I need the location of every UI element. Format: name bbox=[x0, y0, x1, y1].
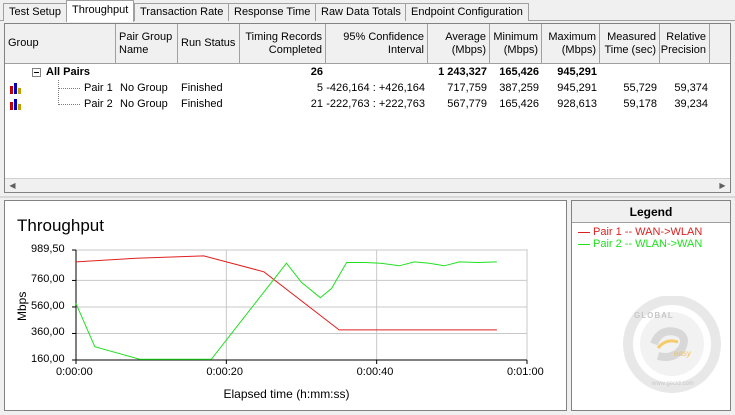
pair-chart-icon bbox=[10, 83, 21, 94]
pair-2-relative-precision: 39,234 bbox=[674, 98, 708, 110]
pair-2-group[interactable]: Pair 2 bbox=[84, 98, 113, 110]
legend-label: Pair 1 -- WAN->WLAN bbox=[593, 226, 703, 238]
y-tick-label: 760,00 bbox=[31, 273, 65, 286]
legend-item-pair-2[interactable]: Pair 2 -- WLAN->WAN bbox=[578, 238, 702, 250]
all-pairs-timing-records: 26 bbox=[310, 66, 323, 78]
tab-bar: Test Setup Throughput Transaction Rate R… bbox=[0, 0, 735, 22]
tree-line bbox=[58, 88, 80, 89]
legend-label: Pair 2 -- WLAN->WAN bbox=[593, 238, 703, 250]
all-pairs-average: 1 243,327 bbox=[438, 66, 487, 78]
series-line-pair-2 bbox=[75, 261, 497, 360]
pair-1-average: 717,759 bbox=[447, 82, 487, 94]
col-header-filler bbox=[710, 24, 730, 64]
scroll-left-icon[interactable]: ◀ bbox=[9, 181, 16, 190]
plot-area bbox=[75, 249, 528, 361]
y-axis-label: Mbps bbox=[15, 291, 29, 321]
horizontal-scrollbar[interactable]: ◀ ▶ bbox=[5, 178, 730, 192]
pair-2-measured-time: 59,178 bbox=[623, 98, 657, 110]
pair-2-average: 567,779 bbox=[447, 98, 487, 110]
col-header-confidence[interactable]: 95% Confidence Interval bbox=[326, 24, 428, 64]
pair-chart-icon bbox=[10, 99, 21, 110]
splitter[interactable] bbox=[0, 196, 735, 198]
series-line-pair-1 bbox=[75, 255, 497, 331]
x-tick-label: 0:00:20 bbox=[206, 366, 244, 378]
col-header-maximum[interactable]: Maximum (Mbps) bbox=[542, 24, 600, 64]
pair-1-run-status: Finished bbox=[181, 82, 223, 94]
collapse-icon[interactable] bbox=[32, 68, 41, 77]
x-tick-label: 0:00:00 bbox=[56, 366, 93, 378]
all-pairs-maximum: 945,291 bbox=[557, 66, 597, 78]
watermark-logo bbox=[623, 296, 721, 393]
pair-1-relative-precision: 59,374 bbox=[674, 82, 708, 94]
legend-swatch bbox=[578, 231, 590, 233]
scroll-right-icon[interactable]: ▶ bbox=[719, 181, 726, 190]
tab-test-setup[interactable]: Test Setup bbox=[3, 3, 67, 21]
x-axis-label: Elapsed time (h:mm:ss) bbox=[223, 387, 350, 401]
legend-swatch bbox=[578, 243, 590, 245]
tree-line bbox=[58, 80, 59, 105]
x-tick-label: 0:01:00 bbox=[507, 366, 544, 378]
pair-1-timing-records: 5 bbox=[316, 82, 323, 94]
pair-1-confidence: -426,164 : +426,164 bbox=[326, 82, 425, 94]
col-header-pair-group-name[interactable]: Pair Group Name bbox=[116, 24, 178, 64]
tab-response-time[interactable]: Response Time bbox=[228, 3, 317, 21]
tab-throughput[interactable]: Throughput bbox=[66, 0, 135, 22]
col-header-relative-precision[interactable]: Relative Precision bbox=[660, 24, 710, 64]
legend-title: Legend bbox=[572, 201, 730, 223]
pair-1-group-name: No Group bbox=[120, 82, 168, 94]
pair-1-group[interactable]: Pair 1 bbox=[84, 82, 113, 94]
tab-raw-data-totals[interactable]: Raw Data Totals bbox=[315, 3, 407, 21]
legend-item-pair-1[interactable]: Pair 1 -- WAN->WLAN bbox=[578, 226, 702, 238]
col-header-run-status[interactable]: Run Status bbox=[178, 24, 240, 64]
logo-url: www.gecid.com bbox=[652, 381, 694, 387]
pair-2-timing-records: 21 bbox=[310, 98, 323, 110]
tab-endpoint-configuration[interactable]: Endpoint Configuration bbox=[405, 3, 529, 21]
pair-2-run-status: Finished bbox=[181, 98, 223, 110]
y-tick-label: 360,00 bbox=[31, 326, 65, 339]
throughput-chart bbox=[72, 249, 528, 364]
tab-transaction-rate[interactable]: Transaction Rate bbox=[134, 3, 230, 21]
col-header-average[interactable]: Average (Mbps) bbox=[428, 24, 490, 64]
pair-2-minimum: 165,426 bbox=[499, 98, 539, 110]
y-tick-label: 160,00 bbox=[31, 353, 65, 365]
pair-2-maximum: 928,613 bbox=[557, 98, 597, 110]
chart-panel: Throughput Mbps Elapsed time (h:mm:ss) 9… bbox=[4, 200, 567, 411]
pair-2-group-name: No Group bbox=[120, 98, 168, 110]
tree-line bbox=[58, 104, 80, 105]
all-pairs-minimum: 165,426 bbox=[499, 66, 539, 78]
y-tick-label: 560,00 bbox=[31, 299, 65, 312]
col-header-group[interactable]: Group bbox=[5, 24, 116, 64]
logo-text: GLOBAL bbox=[634, 311, 674, 320]
pair-1-minimum: 387,259 bbox=[499, 82, 539, 94]
legend-panel: Legend Pair 1 -- WAN->WLAN Pair 2 -- WLA… bbox=[571, 200, 731, 411]
chart-title: Throughput bbox=[17, 216, 104, 235]
x-tick-label: 0:00:40 bbox=[356, 366, 394, 378]
col-header-measured-time[interactable]: Measured Time (sec) bbox=[600, 24, 660, 64]
pair-1-measured-time: 55,729 bbox=[623, 82, 657, 94]
all-pairs-label[interactable]: All Pairs bbox=[46, 66, 91, 78]
pair-1-maximum: 945,291 bbox=[557, 82, 597, 94]
col-header-timing-records[interactable]: Timing Records Completed bbox=[240, 24, 326, 64]
logo-text-2: easy bbox=[674, 349, 691, 358]
col-header-minimum[interactable]: Minimum (Mbps) bbox=[490, 24, 542, 64]
pair-2-confidence: -222,763 : +222,763 bbox=[326, 98, 425, 110]
y-tick-label: 989,50 bbox=[31, 243, 65, 255]
results-grid: Group Pair Group Name Run Status Timing … bbox=[4, 23, 731, 193]
